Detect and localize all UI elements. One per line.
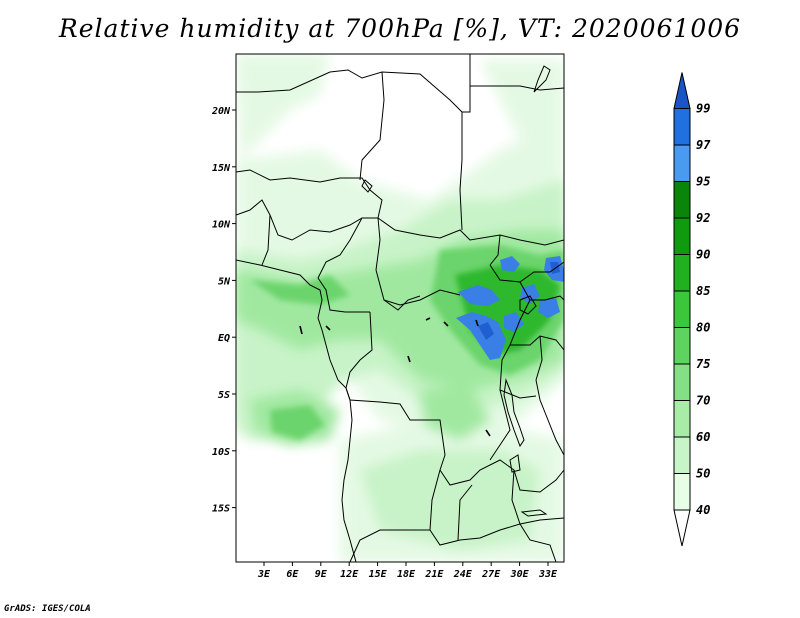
colorbar-label: 70 bbox=[696, 394, 710, 408]
colorbar-segment bbox=[673, 436, 691, 474]
lon-label: 27E bbox=[481, 569, 501, 580]
colorbar-label: 40 bbox=[696, 503, 710, 517]
map-frame bbox=[235, 53, 565, 563]
colorbar-segment bbox=[673, 108, 691, 146]
lat-label: EQ bbox=[218, 333, 230, 344]
lat-label: 15N bbox=[212, 163, 231, 174]
colorbar-high-arrow bbox=[673, 72, 691, 109]
colorbar: 40 50 60 70 75 80 85 90 92 95 97 99 bbox=[673, 72, 711, 547]
high-humidity-patches bbox=[456, 256, 564, 360]
map-title: Relative humidity at 700hPa [%], VT: 202… bbox=[58, 14, 742, 43]
lon-label: 18E bbox=[397, 569, 416, 580]
lon-label: 15E bbox=[369, 569, 388, 580]
colorbar-label: 85 bbox=[696, 284, 710, 298]
colorbar-segment bbox=[673, 327, 691, 365]
lat-label: 20N bbox=[211, 106, 231, 117]
latitude-axis: 20N 15N 10N 5N EQ 5S 10S 15S bbox=[211, 106, 236, 515]
lon-label: 12E bbox=[340, 569, 359, 580]
colorbar-label: 92 bbox=[696, 211, 710, 225]
colorbar-segment bbox=[673, 181, 691, 219]
lat-label: 10N bbox=[212, 220, 231, 231]
lon-label: 9E bbox=[315, 569, 328, 580]
colorbar-segment bbox=[673, 400, 691, 438]
colorbar-segment bbox=[673, 217, 691, 255]
colorbar-label: 99 bbox=[696, 102, 710, 116]
colorbar-label: 95 bbox=[696, 175, 710, 189]
terrain-contours bbox=[299, 317, 491, 437]
lon-label: 3E bbox=[257, 569, 271, 580]
lon-label: 24E bbox=[453, 569, 473, 580]
colorbar-label: 75 bbox=[696, 357, 710, 371]
lon-label: 33E bbox=[538, 569, 558, 580]
colorbar-segment bbox=[673, 363, 691, 401]
humidity-field bbox=[236, 54, 564, 562]
longitude-axis: 3E 6E 9E 12E 15E 18E 21E 24E 27E 30E 33E bbox=[257, 562, 558, 580]
colorbar-segment bbox=[673, 254, 691, 292]
colorbar-label: 50 bbox=[696, 467, 710, 481]
lat-label: 15S bbox=[212, 504, 230, 515]
lon-label: 6E bbox=[286, 569, 299, 580]
country-borders bbox=[236, 54, 564, 562]
colorbar-label: 90 bbox=[696, 248, 710, 262]
lon-label: 30E bbox=[510, 569, 530, 580]
colorbar-segment bbox=[673, 144, 691, 182]
colorbar-low-arrow bbox=[673, 509, 691, 547]
lat-label: 5N bbox=[218, 276, 231, 287]
grads-credit: GrADS: IGES/COLA bbox=[4, 604, 91, 614]
colorbar-segment bbox=[673, 473, 691, 511]
colorbar-label: 97 bbox=[696, 138, 711, 152]
lon-label: 21E bbox=[424, 569, 444, 580]
lat-label: 10S bbox=[212, 447, 230, 458]
colorbar-label: 60 bbox=[696, 430, 710, 444]
colorbar-segment bbox=[673, 290, 691, 328]
colorbar-label: 80 bbox=[696, 321, 710, 335]
lat-label: 5S bbox=[218, 390, 230, 401]
